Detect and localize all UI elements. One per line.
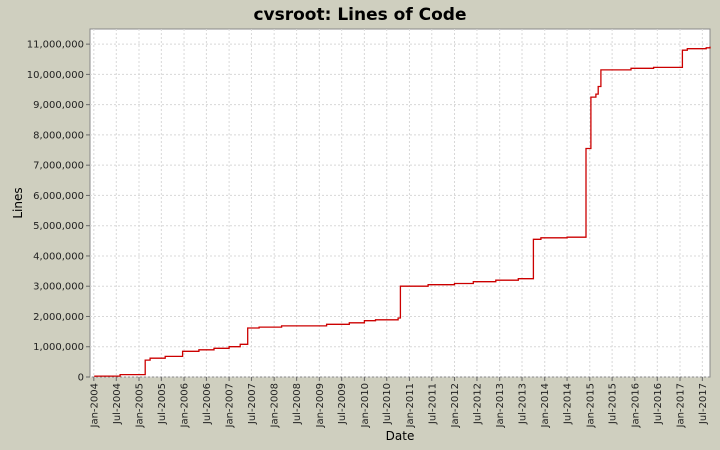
x-tick-label: Jan-2004 — [89, 383, 100, 428]
x-tick-label: Jan-2014 — [540, 383, 551, 428]
series-group — [94, 46, 711, 377]
gridlines — [90, 29, 710, 378]
plot-area — [89, 28, 711, 378]
y-tick-label: 4,000,000 — [33, 251, 84, 262]
x-tick-label: Jul-2013 — [518, 383, 529, 425]
x-tick-label: Jul-2017 — [698, 383, 709, 425]
x-tick-label: Jan-2015 — [585, 383, 596, 428]
y-tick-label: 1,000,000 — [33, 342, 84, 353]
x-tick-label: Jan-2016 — [630, 383, 641, 428]
x-tick-label: Jul-2004 — [112, 383, 123, 425]
y-tick-label: 5,000,000 — [33, 221, 84, 232]
y-tick-label: 8,000,000 — [33, 130, 84, 141]
x-tick-label: Jul-2016 — [653, 383, 664, 425]
x-tick-label: Jul-2008 — [292, 383, 303, 425]
x-tick-label: Jul-2005 — [157, 383, 168, 425]
y-axis-label: Lines — [11, 187, 25, 218]
x-tick-label: Jul-2006 — [202, 383, 213, 425]
x-tick-label: Jul-2009 — [337, 383, 348, 425]
x-tick-label: Jan-2017 — [676, 383, 687, 428]
x-tick-label: Jan-2009 — [315, 383, 326, 428]
y-tick-label: 0 — [78, 373, 84, 384]
y-tick-label: 9,000,000 — [33, 100, 84, 111]
x-tick-label: Jan-2006 — [180, 383, 191, 428]
x-axis-label: Date — [386, 429, 415, 443]
x-tick-label: Jul-2007 — [247, 383, 258, 425]
x-tick-label: Jul-2015 — [608, 383, 619, 425]
x-tick-label: Jan-2008 — [270, 383, 281, 428]
y-tick-label: 7,000,000 — [33, 161, 84, 172]
x-tick-label: Jan-2012 — [450, 383, 461, 428]
x-tick-label: Jan-2005 — [135, 383, 146, 428]
x-tick-label: Jul-2014 — [563, 383, 574, 425]
x-tick-label: Jan-2011 — [405, 383, 416, 428]
x-tick-label: Jul-2012 — [472, 383, 483, 425]
series-line — [94, 46, 711, 377]
y-tick-label: 11,000,000 — [27, 40, 84, 51]
x-tick-label: Jul-2010 — [382, 383, 393, 425]
x-tick-label: Jan-2013 — [495, 383, 506, 428]
y-tick-label: 3,000,000 — [33, 282, 84, 293]
x-tick-label: Jan-2010 — [360, 383, 371, 428]
chart-title: cvsroot: Lines of Code — [253, 5, 466, 25]
x-tick-label: Jul-2011 — [427, 383, 438, 425]
y-tick-label: 6,000,000 — [33, 191, 84, 202]
y-tick-label: 2,000,000 — [33, 312, 84, 323]
y-tick-label: 10,000,000 — [27, 70, 84, 81]
y-axis-ticks: 0 1,000,000 2,000,000 3,000,000 4,000,000 5,0… — [27, 40, 90, 384]
x-tick-label: Jan-2007 — [225, 383, 236, 428]
x-axis-ticks: Jan-2004 Jul-2004 Jan-2005 Jul-2005 Jan-2006… — [89, 377, 709, 428]
